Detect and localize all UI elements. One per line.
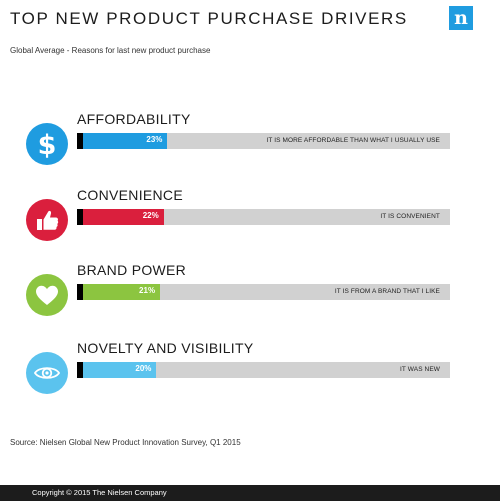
reason-label: IT IS CONVENIENT [380,213,440,220]
svg-text:$: $ [38,130,57,161]
value-label: 20% [135,364,152,373]
bar-track: 21% IT IS FROM A BRAND THAT I LIKE [77,284,450,300]
nielsen-logo: n [449,6,473,30]
bar-start-marker [77,209,83,225]
reason-label: IT IS FROM A BRAND THAT I LIKE [334,288,440,295]
value-label: 23% [146,135,163,144]
bar: 23% [83,133,168,149]
category-label: AFFORDABILITY [77,111,191,127]
bar-track: 22% IT IS CONVENIENT [77,209,450,225]
logo-letter: n [454,7,468,29]
bar-start-marker [77,133,83,149]
chart-row: $ AFFORDABILITY 23% IT IS MORE AFFORDABLE T… [0,111,500,171]
bar-start-marker [77,284,83,300]
category-label: BRAND POWER [77,262,187,278]
chart-subtitle: Global Average - Reasons for last new pr… [10,46,211,55]
value-label: 21% [139,286,156,295]
chart-row: NOVELTY AND VISIBILITY 20% IT WAS NEW [0,340,500,400]
eye-icon [26,352,68,394]
reason-label: IT IS MORE AFFORDABLE THAN WHAT I USUALL… [266,137,440,144]
bar-start-marker [77,362,83,378]
category-label: NOVELTY AND VISIBILITY [77,340,254,356]
bar: 21% [83,284,161,300]
bar-track: 20% IT WAS NEW [77,362,450,378]
bar-track: 23% IT IS MORE AFFORDABLE THAN WHAT I USU… [77,133,450,149]
heart-icon [26,274,68,316]
source-note: Source: Nielsen Global New Product Innov… [10,438,241,447]
copyright-text: Copyright © 2015 The Nielsen Company [32,488,167,497]
value-label: 22% [142,211,159,220]
category-label: CONVENIENCE [77,187,183,203]
thumbs-up-icon [26,199,68,241]
dollar-icon: $ [26,123,68,165]
bar: 20% [83,362,157,378]
chart-title: TOP NEW PRODUCT PURCHASE DRIVERS [10,9,408,28]
chart-row: BRAND POWER 21% IT IS FROM A BRAND THAT I … [0,262,500,322]
chart-row: CONVENIENCE 22% IT IS CONVENIENT [0,187,500,247]
footer-bar: Copyright © 2015 The Nielsen Company [0,485,500,501]
bar: 22% [83,209,164,225]
reason-label: IT WAS NEW [400,366,440,373]
